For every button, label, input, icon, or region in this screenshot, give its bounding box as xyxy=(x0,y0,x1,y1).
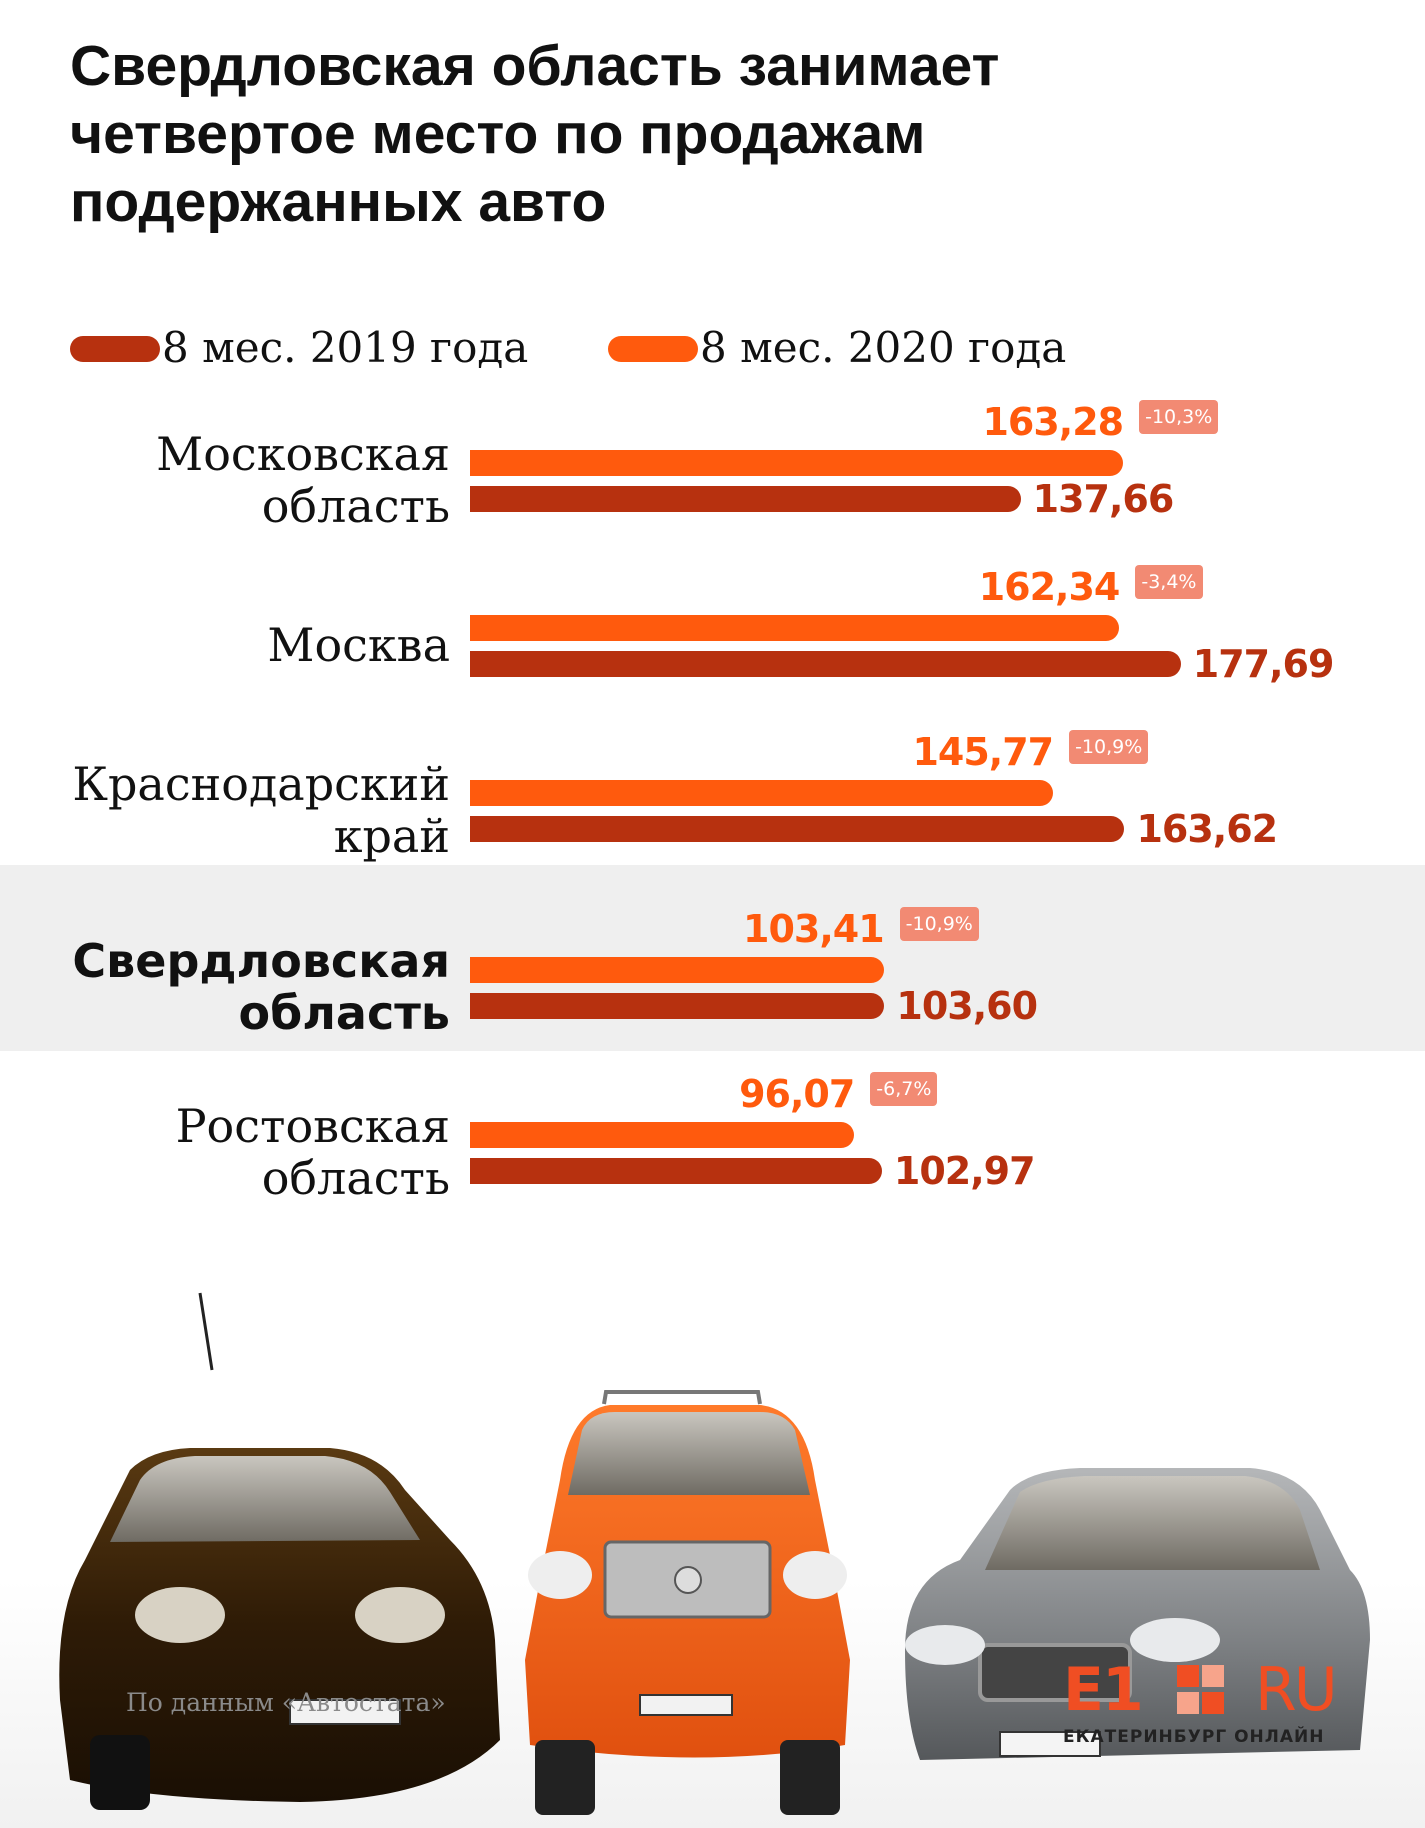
category-label: Свердловская область xyxy=(10,935,450,1039)
category-label: Ростовская область xyxy=(10,1100,450,1204)
category-label: Московская область xyxy=(10,428,450,532)
value-label-2020: 103,41 xyxy=(743,907,885,951)
bar-2019 xyxy=(470,816,1125,842)
title-line-3: подержанных авто xyxy=(70,170,607,234)
title-line-1: Свердловская область занимает xyxy=(70,34,1000,98)
logo-e1: E1 xyxy=(1063,1655,1144,1725)
silver-sedan-icon xyxy=(905,1468,1370,1760)
category-label: Краснодарский край xyxy=(10,758,450,862)
bar-2020 xyxy=(470,615,1120,641)
value-label-2019: 137,66 xyxy=(1032,477,1175,521)
legend-label-2020: 8 мес. 2020 года xyxy=(700,323,1067,372)
category-label-line: Краснодарский xyxy=(72,757,450,811)
value-label-2020: 163,28 xyxy=(982,400,1124,444)
bar-2020 xyxy=(470,1122,855,1148)
change-badge: -10,9% xyxy=(1069,730,1149,764)
category-label-line: область xyxy=(261,479,450,533)
bar-2019 xyxy=(470,651,1181,677)
logo-square-icon xyxy=(1177,1665,1224,1714)
bar-2019 xyxy=(470,486,1021,512)
value-label-2020: 96,07 xyxy=(739,1072,855,1116)
value-label-2019: 177,69 xyxy=(1192,642,1335,686)
change-badge: -6,7% xyxy=(870,1072,938,1106)
bar-2020 xyxy=(470,957,884,983)
category-label: Москва xyxy=(10,619,450,671)
category-label-line: область xyxy=(261,1151,450,1205)
bar-2020 xyxy=(470,780,1054,806)
brown-hatchback-icon xyxy=(59,1292,501,1810)
e1-logo[interactable]: E1 RU ЕКАТЕРИНБУРГ ОНЛАЙН xyxy=(1063,1655,1345,1755)
value-label-2019: 163,62 xyxy=(1136,807,1278,851)
value-label-2020: 145,77 xyxy=(912,730,1054,774)
legend-swatch-2020 xyxy=(608,336,698,362)
title-line-2: четвертое место по продажам xyxy=(70,102,926,166)
category-label-line: Свердловская xyxy=(72,934,450,988)
value-label-2019: 102,97 xyxy=(893,1149,1036,1193)
category-label-line: область xyxy=(238,986,450,1040)
change-badge: -3,4% xyxy=(1135,565,1203,599)
category-label-line: Московская xyxy=(156,427,450,481)
bar-2019 xyxy=(470,1158,882,1184)
bar-2020 xyxy=(470,450,1124,476)
logo-ru: RU xyxy=(1255,1655,1338,1725)
chart-title: Свердловская область занимает четвертое … xyxy=(70,32,1370,236)
bar-chart: Московская область 163,28 137,66 -10,3% Москв… xyxy=(0,400,1425,1230)
category-label-line: край xyxy=(333,809,450,863)
orange-suv-icon xyxy=(525,1390,850,1815)
value-label-2019: 103,60 xyxy=(896,984,1038,1028)
change-badge: -10,3% xyxy=(1139,400,1219,434)
logo-tagline: ЕКАТЕРИНБУРГ ОНЛАЙН xyxy=(1063,1727,1325,1747)
value-label-2020: 162,34 xyxy=(978,565,1121,609)
bar-2019 xyxy=(470,993,885,1019)
legend-swatch-2019 xyxy=(70,336,160,362)
category-label-line: Ростовская xyxy=(175,1099,450,1153)
legend-label-2019: 8 мес. 2019 года xyxy=(162,323,529,372)
source-note: По данным «Автостата» xyxy=(126,1688,446,1717)
category-label-line: Москва xyxy=(267,618,450,672)
change-badge: -10,9% xyxy=(899,907,979,941)
